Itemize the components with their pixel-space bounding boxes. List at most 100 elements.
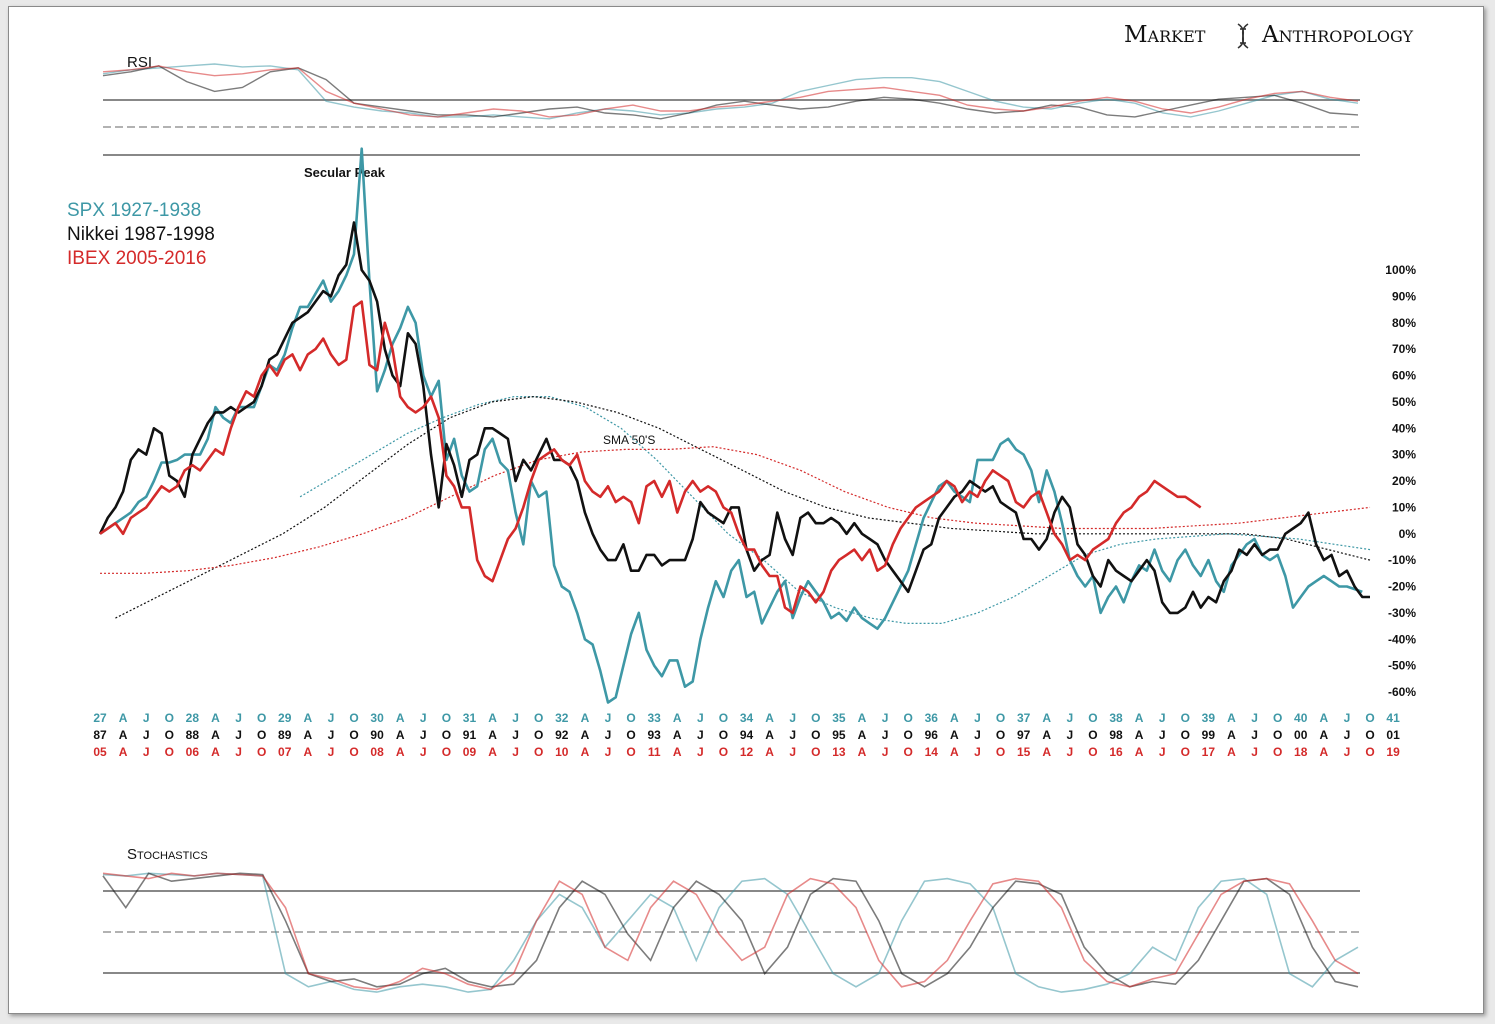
rsi-line-ibex <box>102 65 1359 118</box>
x-tick-label-nikkei: J <box>882 728 889 742</box>
x-tick-label-spx: 40 <box>1294 711 1308 725</box>
x-tick-label-ibex: O <box>257 745 266 759</box>
x-tick-label-nikkei: O <box>165 728 174 742</box>
x-tick-label-nikkei: 98 <box>1109 728 1123 742</box>
x-tick-label-spx: J <box>1066 711 1073 725</box>
x-tick-label-ibex: 10 <box>555 745 569 759</box>
stoch-line-spx <box>102 872 1359 993</box>
x-tick-label-spx: A <box>211 711 220 725</box>
stochastics-panel: Stochastics <box>102 846 1360 993</box>
x-tick-label-spx: A <box>119 711 128 725</box>
x-tick-label-ibex: 05 <box>93 745 107 759</box>
x-tick-label-nikkei: A <box>1227 728 1236 742</box>
x-tick-label-ibex: J <box>143 745 150 759</box>
x-tick-label-ibex: O <box>719 745 728 759</box>
x-tick-label-ibex: 06 <box>186 745 200 759</box>
x-tick-label-ibex: J <box>420 745 427 759</box>
annotation-secular-peak: Secular Peak <box>304 165 386 180</box>
x-tick-label-ibex: A <box>673 745 682 759</box>
legend: SPX 1927-1938 Nikkei 1987-1998 IBEX 2005-2… <box>67 200 215 269</box>
x-tick-label-spx: J <box>235 711 242 725</box>
x-tick-label-spx: J <box>420 711 427 725</box>
x-tick-label-ibex: O <box>165 745 174 759</box>
x-tick-label-nikkei: O <box>1273 728 1282 742</box>
chart-frame <box>8 6 1484 1014</box>
x-tick-label-ibex: O <box>626 745 635 759</box>
x-tick-label-ibex: O <box>996 745 1005 759</box>
x-tick-label-ibex: A <box>488 745 497 759</box>
brand-logo: Market Anthropology <box>1124 22 1414 49</box>
x-tick-label-spx: O <box>904 711 913 725</box>
x-tick-label-nikkei: 95 <box>832 728 846 742</box>
x-tick-label-nikkei: J <box>420 728 427 742</box>
x-tick-label-nikkei: J <box>1159 728 1166 742</box>
x-tick-label-nikkei: O <box>442 728 451 742</box>
x-tick-label-ibex: A <box>1042 745 1051 759</box>
x-tick-label-nikkei: J <box>1066 728 1073 742</box>
x-tick-label-spx: A <box>765 711 774 725</box>
x-tick-label-ibex: 18 <box>1294 745 1308 759</box>
x-tick-label-ibex: O <box>1273 745 1282 759</box>
x-tick-label-spx: 28 <box>186 711 200 725</box>
x-tick-label-spx: A <box>858 711 867 725</box>
x-tick-label-nikkei: O <box>626 728 635 742</box>
x-tick-label-ibex: 08 <box>370 745 384 759</box>
x-tick-label-nikkei: 96 <box>925 728 939 742</box>
x-tick-label-spx: J <box>328 711 335 725</box>
main-panel: SPX 1927-1938 Nikkei 1987-1998 IBEX 2005-2… <box>67 147 1416 759</box>
x-tick-label-nikkei: J <box>512 728 519 742</box>
x-tick-label-nikkei: J <box>1344 728 1351 742</box>
y-tick-label: -50% <box>1388 659 1416 673</box>
x-tick-label-nikkei: O <box>904 728 913 742</box>
brand-left: Market <box>1124 22 1206 48</box>
x-tick-label-nikkei: O <box>719 728 728 742</box>
x-tick-label-ibex: A <box>303 745 312 759</box>
x-tick-label-nikkei: 97 <box>1017 728 1031 742</box>
x-tick-label-spx: J <box>605 711 612 725</box>
x-tick-label-nikkei: J <box>605 728 612 742</box>
x-tick-label-ibex: J <box>1066 745 1073 759</box>
legend-entry-2: IBEX 2005-2016 <box>67 248 206 269</box>
rsi-line-spx <box>102 63 1359 120</box>
x-tick-label-ibex: O <box>811 745 820 759</box>
x-tick-label-ibex: 15 <box>1017 745 1031 759</box>
x-tick-label-spx: 32 <box>555 711 569 725</box>
x-tick-label-spx: J <box>1251 711 1258 725</box>
x-tick-label-nikkei: J <box>1251 728 1258 742</box>
y-tick-label: 60% <box>1392 369 1416 383</box>
y-tick-label: 100% <box>1385 263 1416 277</box>
x-tick-label-ibex: 14 <box>925 745 939 759</box>
x-tick-label-spx: A <box>396 711 405 725</box>
y-tick-label: 50% <box>1392 395 1416 409</box>
x-tick-label-spx: 41 <box>1386 711 1400 725</box>
x-tick-label-spx: J <box>882 711 889 725</box>
y-tick-label: 90% <box>1392 289 1416 303</box>
x-tick-label-ibex: J <box>328 745 335 759</box>
x-tick-label-spx: A <box>303 711 312 725</box>
x-tick-label-nikkei: A <box>673 728 682 742</box>
x-tick-label-spx: O <box>626 711 635 725</box>
x-tick-label-spx: J <box>697 711 704 725</box>
x-tick-label-nikkei: J <box>328 728 335 742</box>
x-axis: 27 A J O 28 A J O 29 A J O 30 A J O 31 A J O 32 A J O 33 A J O 34 A J O… <box>93 711 1400 759</box>
x-tick-label-spx: 39 <box>1202 711 1216 725</box>
x-tick-label-nikkei: J <box>143 728 150 742</box>
x-tick-label-ibex: J <box>882 745 889 759</box>
x-tick-label-spx: A <box>673 711 682 725</box>
x-tick-label-nikkei: A <box>950 728 959 742</box>
x-tick-label-spx: J <box>512 711 519 725</box>
x-tick-label-nikkei: 01 <box>1386 728 1400 742</box>
x-tick-label-spx: J <box>1159 711 1166 725</box>
x-tick-label-spx: A <box>1135 711 1144 725</box>
y-tick-label: -40% <box>1388 632 1416 646</box>
stoch-line-ibex <box>102 872 1359 991</box>
x-tick-label-spx: 35 <box>832 711 846 725</box>
x-tick-label-ibex: J <box>974 745 981 759</box>
x-tick-label-spx: 31 <box>463 711 477 725</box>
x-tick-label-nikkei: 87 <box>93 728 107 742</box>
x-tick-label-spx: A <box>488 711 497 725</box>
x-tick-label-spx: O <box>1088 711 1097 725</box>
x-tick-label-spx: J <box>974 711 981 725</box>
x-tick-label-spx: 36 <box>925 711 939 725</box>
